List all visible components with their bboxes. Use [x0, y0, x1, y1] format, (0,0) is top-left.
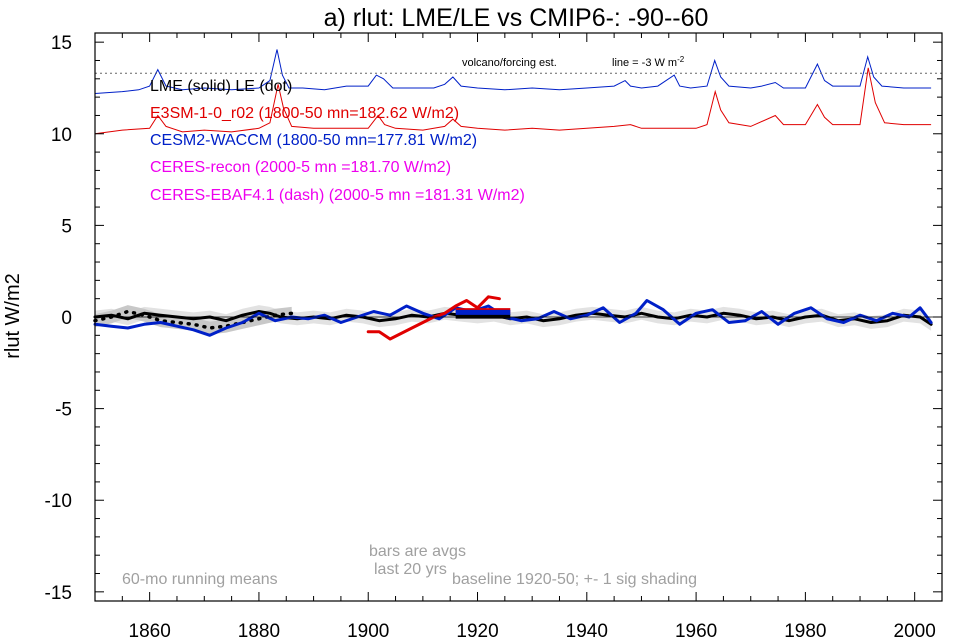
x-tick-label: 1940	[566, 621, 608, 641]
x-tick-label: 1960	[675, 621, 717, 641]
x-tick-label: 2000	[894, 621, 936, 641]
bars-note-line1: bars are avgs	[369, 543, 466, 560]
legend-entry-ceres-ebaf: CERES-EBAF4.1 (dash) (2000-5 mn =181.31 …	[150, 187, 525, 204]
legend-entry-e3sm: E3SM-1-0_r02 (1800-50 mn=182.62 W/m2)	[150, 105, 459, 122]
x-tick-label: 1900	[347, 621, 389, 641]
y-tick-label: -15	[45, 583, 72, 604]
y-tick-label: 5	[61, 216, 72, 237]
volcano-curve-cesm2	[94, 49, 932, 94]
line-label-superscript: -2	[677, 55, 685, 64]
y-tick-label: 10	[51, 125, 72, 146]
x-tick-label: 1860	[129, 621, 171, 641]
axis-ticks: 1860 1880 1900 1920 1940 1960 1980 2000 15 10 5 0 -5…	[45, 33, 943, 641]
legend-entry-ceres-recon: CERES-recon (2000-5 mn =181.70 W/m2)	[150, 159, 451, 176]
legend-entry-cesm2: CESM2-WACCM (1800-50 mn=177.81 W/m2)	[150, 132, 477, 149]
x-tick-label: 1920	[456, 621, 498, 641]
volcano-label: volcano/forcing est.	[462, 57, 557, 69]
line-label-text: line = -3 W m	[612, 57, 677, 69]
bars-note-line2: last 20 yrs	[374, 561, 447, 578]
y-tick-label: 0	[61, 308, 72, 329]
y-tick-label: -10	[45, 491, 72, 512]
y-tick-label: -5	[55, 400, 72, 421]
last-20yr-bars	[455, 308, 511, 319]
volcano-curves	[94, 49, 932, 135]
series-line-cesm2-waccm	[93, 299, 933, 337]
baseline-note: baseline 1920-50; +- 1 sig shading	[452, 571, 697, 588]
series-line-le	[93, 309, 294, 330]
legend-entry-lme-le: LME (solid) LE (dot)	[150, 78, 292, 95]
chart-title: a) rlut: LME/LE vs CMIP6-: -90--60	[324, 4, 709, 32]
y-axis-label: rlut W/m2	[2, 273, 24, 359]
line-label: line = -3 W m-2	[612, 55, 685, 69]
legend: LME (solid) LE (dot) E3SM-1-0_r02 (1800-…	[150, 78, 525, 204]
y-tick-label: 15	[51, 33, 72, 54]
x-tick-label: 1880	[238, 621, 280, 641]
x-tick-label: 1980	[784, 621, 826, 641]
running-means-note: 60-mo running means	[122, 571, 278, 588]
volcano-curve-e3sm	[94, 67, 932, 135]
